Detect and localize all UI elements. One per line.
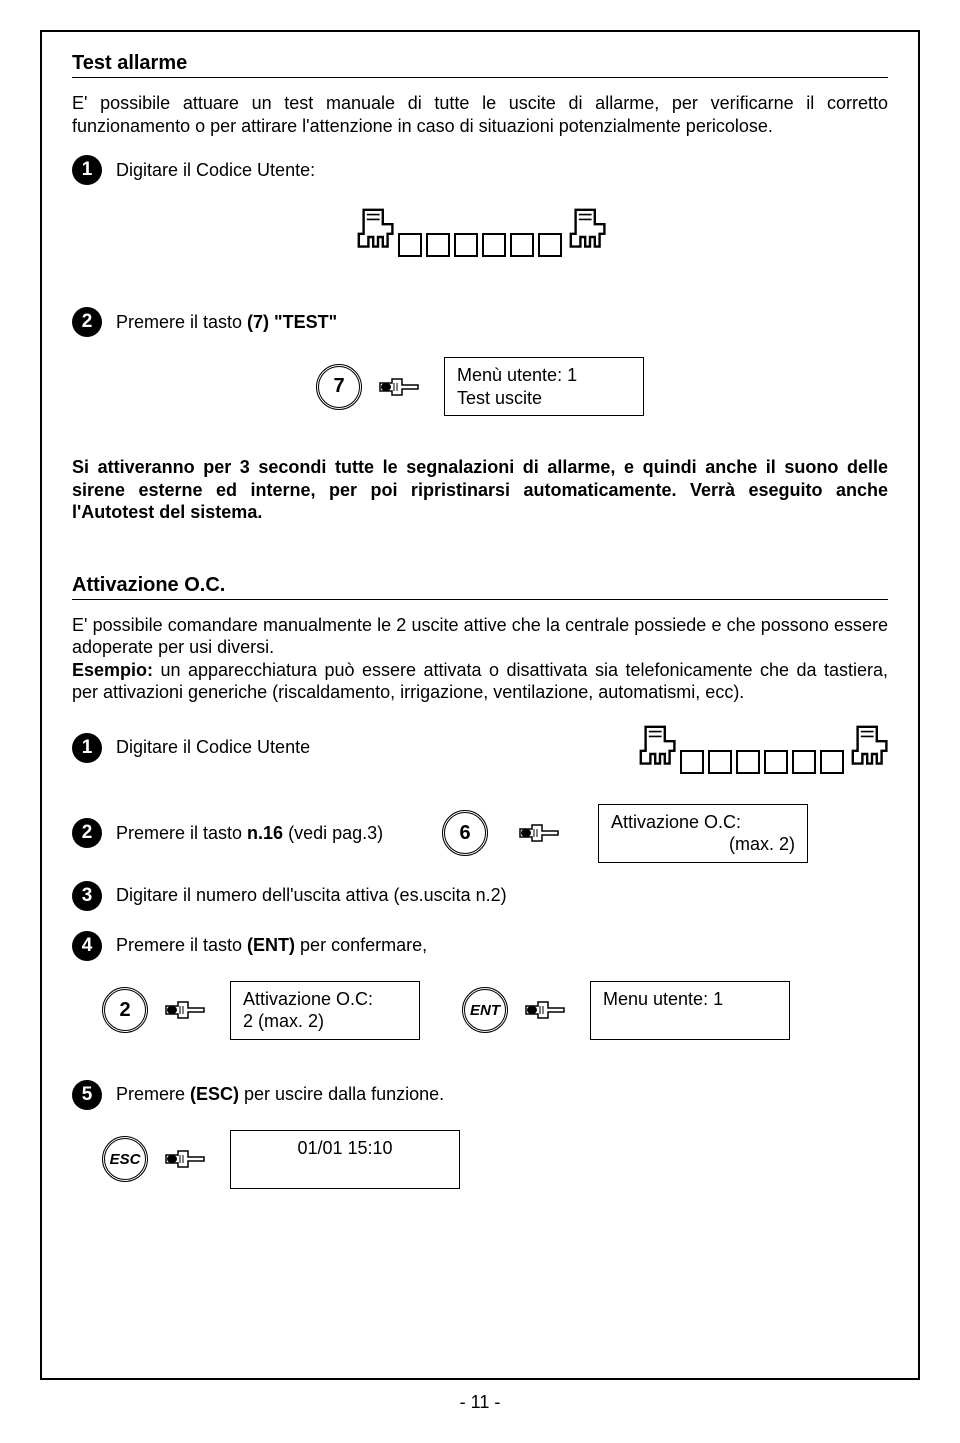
page-frame: Test allarme E' possibile attuare un tes…	[40, 30, 920, 1380]
lcd-display-5: 01/01 15:10	[230, 1130, 460, 1189]
step-3-text: Digitare il numero dell'uscita attiva (e…	[116, 885, 507, 906]
step-bullet-1b: 1	[72, 733, 102, 763]
step-bullet-2b: 2	[72, 818, 102, 848]
step-bullet-4: 4	[72, 931, 102, 961]
keypad-6-button[interactable]: 6	[442, 810, 488, 856]
keypad-7-button[interactable]: 7	[316, 364, 362, 410]
lcd-display-2: Attivazione O.C: (max. 2)	[598, 804, 808, 863]
hand-down-icon	[848, 722, 888, 774]
step-2b-text: Premere il tasto n.16 (vedi pag.3)	[116, 823, 383, 844]
hand-down-icon	[636, 722, 676, 774]
step-5-text: Premere (ESC) per uscire dalla funzione.	[116, 1084, 444, 1105]
hand-point-icon	[518, 815, 568, 851]
keypad-ent-button[interactable]: ENT	[462, 987, 508, 1033]
hand-point-icon	[164, 992, 214, 1028]
section-title-attivazione: Attivazione O.C.	[72, 574, 888, 600]
hand-down-icon	[566, 205, 606, 257]
lcd-display: Menù utente: 1 Test uscite	[444, 357, 644, 416]
code-entry-graphic	[72, 205, 888, 257]
hand-point-icon	[164, 1141, 214, 1177]
step-bullet-1: 1	[72, 155, 102, 185]
step-1-text: Digitare il Codice Utente:	[116, 160, 315, 181]
lcd-display-3: Attivazione O.C: 2 (max. 2)	[230, 981, 420, 1040]
keypad-esc-button[interactable]: ESC	[102, 1136, 148, 1182]
intro-text-2: E' possibile comandare manualmente le 2 …	[72, 614, 888, 704]
page-number: - 11 -	[40, 1380, 920, 1413]
step-bullet-3: 3	[72, 881, 102, 911]
step-bullet-5: 5	[72, 1080, 102, 1110]
intro-text-1: E' possibile attuare un test manuale di …	[72, 92, 888, 137]
lcd-display-4: Menu utente: 1	[590, 981, 790, 1040]
hand-down-icon	[354, 205, 394, 257]
keypad-2-button[interactable]: 2	[102, 987, 148, 1033]
step-4-text: Premere il tasto (ENT) per confermare,	[116, 935, 427, 956]
outro-text-1: Si attiveranno per 3 secondi tutte le se…	[72, 456, 888, 524]
hand-point-icon	[378, 369, 428, 405]
hand-point-icon	[524, 992, 574, 1028]
step-1b-text: Digitare il Codice Utente	[116, 737, 310, 758]
step-2-text: Premere il tasto (7) "TEST"	[116, 312, 337, 333]
step-bullet-2: 2	[72, 307, 102, 337]
section-title-test-allarme: Test allarme	[72, 52, 888, 78]
code-entry-graphic-2	[636, 722, 888, 774]
